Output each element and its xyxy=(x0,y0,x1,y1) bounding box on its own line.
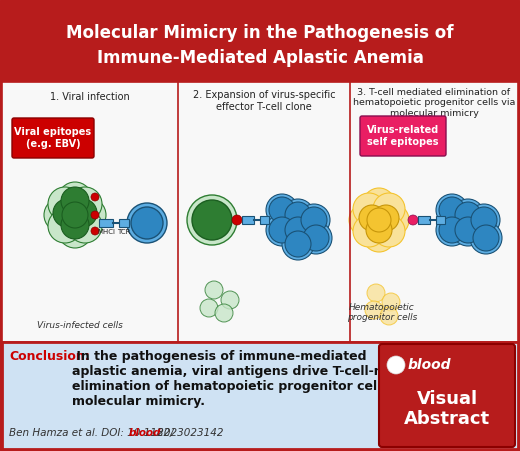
Circle shape xyxy=(282,199,314,231)
Circle shape xyxy=(192,200,232,240)
Circle shape xyxy=(58,214,92,248)
Circle shape xyxy=(48,187,82,221)
Circle shape xyxy=(373,205,399,231)
Text: Virus-related
self epitopes: Virus-related self epitopes xyxy=(367,125,439,147)
FancyBboxPatch shape xyxy=(360,116,446,156)
Circle shape xyxy=(200,299,218,317)
Circle shape xyxy=(266,194,298,226)
Text: 3. T-cell mediated elimination of
hematopoietic progenitor cells via
molecular m: 3. T-cell mediated elimination of hemato… xyxy=(353,88,515,118)
Circle shape xyxy=(285,202,311,228)
Circle shape xyxy=(303,225,329,251)
Circle shape xyxy=(68,187,102,221)
Circle shape xyxy=(48,209,82,243)
Circle shape xyxy=(408,215,418,225)
Circle shape xyxy=(298,204,330,236)
Circle shape xyxy=(62,202,88,228)
Circle shape xyxy=(367,284,385,302)
Circle shape xyxy=(363,220,395,252)
Circle shape xyxy=(68,209,102,243)
Circle shape xyxy=(468,204,500,236)
Text: Visual: Visual xyxy=(417,390,477,408)
Circle shape xyxy=(455,202,481,228)
Text: blood: blood xyxy=(129,428,162,438)
Text: MHCI: MHCI xyxy=(97,229,115,235)
Circle shape xyxy=(377,204,409,236)
Circle shape xyxy=(285,231,311,257)
Circle shape xyxy=(300,222,332,254)
Circle shape xyxy=(61,187,89,215)
Circle shape xyxy=(91,193,99,201)
Circle shape xyxy=(452,199,484,231)
Circle shape xyxy=(366,217,392,243)
Circle shape xyxy=(452,214,484,246)
Text: Virus-infected cells: Virus-infected cells xyxy=(37,321,123,330)
Text: .2023023142: .2023023142 xyxy=(154,428,224,438)
FancyBboxPatch shape xyxy=(2,2,518,82)
Circle shape xyxy=(72,198,106,232)
Circle shape xyxy=(44,198,78,232)
Text: Conclusion:: Conclusion: xyxy=(9,350,90,363)
Text: TCR: TCR xyxy=(118,229,131,235)
Circle shape xyxy=(285,217,311,243)
Circle shape xyxy=(127,203,167,243)
Circle shape xyxy=(473,225,499,251)
FancyBboxPatch shape xyxy=(379,344,515,447)
Text: Abstract: Abstract xyxy=(404,410,490,428)
FancyBboxPatch shape xyxy=(2,342,518,449)
Text: Immune-Mediated Aplastic Anemia: Immune-Mediated Aplastic Anemia xyxy=(97,49,423,67)
Text: Ben Hamza et al. DOI: 10.1182/: Ben Hamza et al. DOI: 10.1182/ xyxy=(9,428,174,438)
Text: Molecular Mimicry in the Pathogenesis of: Molecular Mimicry in the Pathogenesis of xyxy=(66,24,454,42)
Circle shape xyxy=(455,217,481,243)
Circle shape xyxy=(373,215,405,247)
FancyBboxPatch shape xyxy=(242,216,254,224)
Circle shape xyxy=(363,188,395,220)
FancyBboxPatch shape xyxy=(99,219,113,227)
Circle shape xyxy=(232,215,242,225)
Circle shape xyxy=(436,194,468,226)
FancyBboxPatch shape xyxy=(12,118,94,158)
FancyBboxPatch shape xyxy=(260,216,269,224)
Text: Viral epitopes
(e.g. EBV): Viral epitopes (e.g. EBV) xyxy=(15,127,92,149)
Circle shape xyxy=(365,301,383,319)
Circle shape xyxy=(61,211,89,239)
Circle shape xyxy=(69,199,97,227)
Circle shape xyxy=(470,222,502,254)
FancyBboxPatch shape xyxy=(418,216,430,224)
Text: In the pathogenesis of immune-mediated
aplastic anemia, viral antigens drive T-c: In the pathogenesis of immune-mediated a… xyxy=(72,350,440,408)
Circle shape xyxy=(282,228,314,260)
Circle shape xyxy=(387,356,405,374)
Circle shape xyxy=(269,217,295,243)
Circle shape xyxy=(205,281,223,299)
Text: blood: blood xyxy=(408,358,451,372)
Circle shape xyxy=(349,204,381,236)
Circle shape xyxy=(353,215,385,247)
Circle shape xyxy=(382,293,400,311)
Text: Hematopoietic
progenitor cells: Hematopoietic progenitor cells xyxy=(347,303,417,322)
Circle shape xyxy=(91,227,99,235)
Circle shape xyxy=(131,207,163,239)
FancyBboxPatch shape xyxy=(2,82,518,342)
FancyBboxPatch shape xyxy=(436,216,445,224)
Circle shape xyxy=(266,214,298,246)
Text: 1. Viral infection: 1. Viral infection xyxy=(50,92,130,102)
Circle shape xyxy=(471,207,497,233)
Circle shape xyxy=(282,214,314,246)
Circle shape xyxy=(436,214,468,246)
Circle shape xyxy=(215,304,233,322)
Circle shape xyxy=(221,291,239,309)
Circle shape xyxy=(53,199,81,227)
Circle shape xyxy=(269,197,295,223)
Circle shape xyxy=(380,307,398,325)
Circle shape xyxy=(187,195,237,245)
Circle shape xyxy=(58,182,92,216)
Circle shape xyxy=(367,208,391,232)
Text: 2. Expansion of virus-specific
effector T-cell clone: 2. Expansion of virus-specific effector … xyxy=(193,90,335,111)
Circle shape xyxy=(353,193,385,225)
FancyBboxPatch shape xyxy=(119,219,129,227)
Circle shape xyxy=(439,197,465,223)
Circle shape xyxy=(359,205,385,231)
Circle shape xyxy=(301,207,327,233)
Circle shape xyxy=(91,211,99,219)
Circle shape xyxy=(373,193,405,225)
